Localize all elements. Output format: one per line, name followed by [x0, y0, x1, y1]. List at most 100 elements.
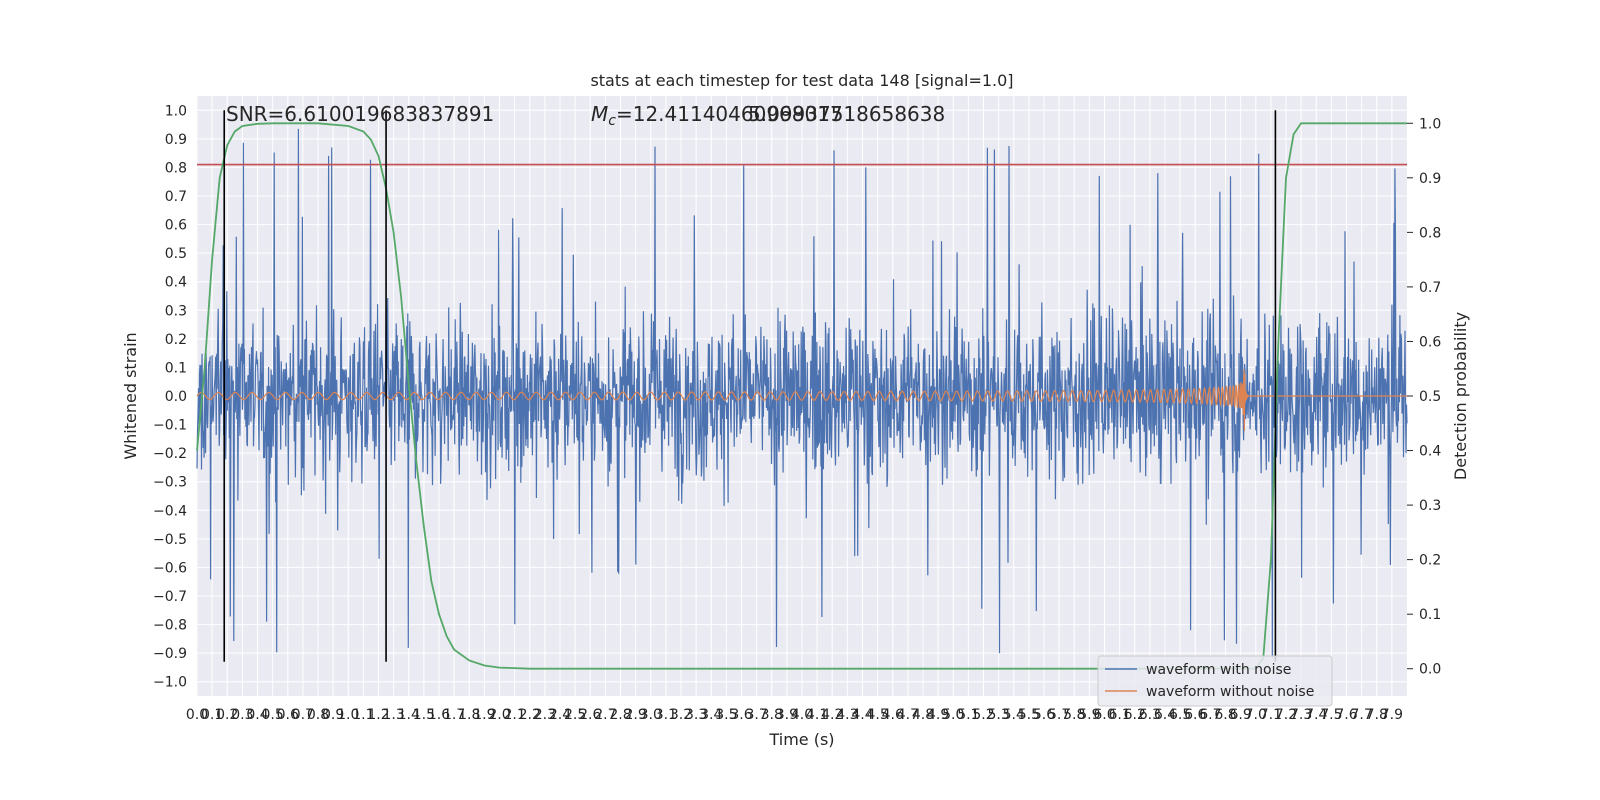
x-tick-label: 4.0: [791, 707, 813, 723]
x-tick-label: 3.3: [685, 707, 707, 723]
x-tick-label: 7.1: [1260, 707, 1282, 723]
y-tick-label-left: −0.8: [153, 618, 187, 634]
x-tick-label: 7.8: [1366, 707, 1388, 723]
y-tick-label-left: −0.4: [153, 503, 187, 519]
x-tick-label: 2.6: [579, 707, 601, 723]
y-axis-label-left: Whitened strain: [121, 332, 140, 459]
data-layer: [196, 110, 1408, 670]
overlap-annotation: 5.09937518658638: [748, 102, 945, 126]
x-tick-label: 1.7: [443, 707, 465, 723]
x-tick-label: 0.6: [277, 707, 299, 723]
x-tick-label: 3.9: [776, 707, 798, 723]
y-tick-label-right: 0.1: [1419, 607, 1441, 623]
y-tick-label-left: −0.9: [153, 646, 187, 662]
x-tick-label: 6.0: [1093, 707, 1115, 723]
chirp-mass-annotation: Mc=12.41140460968017: [591, 102, 843, 129]
x-tick-label: 2.1: [503, 707, 525, 723]
x-tick-label: 7.7: [1350, 707, 1372, 723]
x-tick-label: 7.3: [1290, 707, 1312, 723]
x-tick-label: 5.7: [1048, 707, 1070, 723]
chirp-mass-symbol: M: [591, 102, 608, 126]
y-tick-label-left: 0.3: [165, 303, 187, 319]
x-tick-label: 2.2: [519, 707, 541, 723]
x-tick-label: 3.4: [700, 707, 722, 723]
y-tick-label-right: 0.2: [1419, 553, 1441, 569]
x-tick-label: 6.2: [1124, 707, 1146, 723]
ticks: 0.00.10.20.30.40.50.60.70.80.91.01.11.21…: [153, 103, 1441, 723]
y-tick-label-left: −0.1: [153, 418, 187, 434]
x-tick-label: 7.6: [1335, 707, 1357, 723]
x-tick-label: 1.0: [337, 707, 359, 723]
x-tick-label: 2.7: [594, 707, 616, 723]
y-tick-label-left: 0.2: [165, 332, 187, 348]
legend-box: [1097, 655, 1333, 707]
x-tick-label: 4.6: [882, 707, 904, 723]
x-tick-label: 0.8: [307, 707, 329, 723]
x-tick-label: 1.9: [473, 707, 495, 723]
x-tick-label: 5.9: [1078, 707, 1100, 723]
x-tick-label: 2.8: [609, 707, 631, 723]
x-tick-label: 4.1: [806, 707, 828, 723]
x-tick-label: 6.8: [1214, 707, 1236, 723]
y-tick-label-right: 0.3: [1419, 498, 1441, 514]
x-tick-label: 6.9: [1229, 707, 1251, 723]
x-tick-label: 5.1: [957, 707, 979, 723]
y-tick-label-right: 0.5: [1419, 389, 1441, 405]
x-tick-label: 2.0: [488, 707, 510, 723]
x-tick-label: 7.9: [1381, 707, 1403, 723]
chirp-mass-subscript: c: [608, 113, 616, 129]
y-tick-label-left: −0.3: [153, 475, 187, 491]
x-tick-label: 1.6: [428, 707, 450, 723]
x-tick-label: 6.4: [1154, 707, 1176, 723]
x-axis-label: Time (s): [768, 730, 834, 749]
y-tick-label-right: 0.6: [1419, 334, 1441, 350]
y-tick-label-left: 0.5: [165, 246, 187, 262]
x-tick-label: 3.1: [655, 707, 677, 723]
x-tick-label: 5.4: [1003, 707, 1025, 723]
legend-label-noise: waveform with noise: [1146, 662, 1291, 678]
y-tick-label-left: −0.7: [153, 589, 187, 605]
x-tick-label: 3.0: [640, 707, 662, 723]
y-axis-label-right: Detection probability: [1451, 312, 1470, 480]
y-tick-label-left: −0.2: [153, 446, 187, 462]
x-tick-label: 0.3: [231, 707, 253, 723]
chirp-mass-value: =12.41140460968017: [616, 102, 843, 126]
y-tick-label-left: 0.4: [165, 275, 187, 291]
x-tick-label: 4.3: [836, 707, 858, 723]
x-tick-label: 1.2: [367, 707, 389, 723]
x-tick-label: 5.3: [987, 707, 1009, 723]
y-tick-label-left: −0.6: [153, 560, 187, 576]
y-tick-label-left: 0.9: [165, 132, 187, 148]
x-tick-label: 6.1: [1108, 707, 1130, 723]
x-tick-label: 0.7: [292, 707, 314, 723]
x-tick-label: 3.8: [761, 707, 783, 723]
y-tick-label-right: 1.0: [1419, 116, 1441, 132]
x-tick-label: 3.6: [730, 707, 752, 723]
y-tick-label-right: 0.7: [1419, 280, 1441, 296]
x-tick-label: 7.5: [1320, 707, 1342, 723]
x-tick-label: 5.0: [942, 707, 964, 723]
x-tick-label: 5.6: [1033, 707, 1055, 723]
x-tick-label: 1.1: [352, 707, 374, 723]
x-tick-label: 5.5: [1018, 707, 1040, 723]
x-tick-label: 7.0: [1245, 707, 1267, 723]
x-tick-label: 4.7: [897, 707, 919, 723]
y-tick-label-right: 0.9: [1419, 171, 1441, 187]
x-tick-label: 2.5: [564, 707, 586, 723]
x-tick-label: 4.5: [866, 707, 888, 723]
x-tick-label: 1.5: [413, 707, 435, 723]
x-tick-label: 6.5: [1169, 707, 1191, 723]
y-tick-label-left: 0.7: [165, 189, 187, 205]
x-tick-label: 5.2: [972, 707, 994, 723]
x-tick-label: 5.8: [1063, 707, 1085, 723]
x-tick-label: 2.9: [624, 707, 646, 723]
chart-title: stats at each timestep for test data 148…: [590, 71, 1013, 90]
x-tick-label: 2.3: [534, 707, 556, 723]
y-tick-label-left: 1.0: [165, 103, 187, 119]
x-tick-label: 3.5: [715, 707, 737, 723]
x-tick-label: 0.5: [261, 707, 283, 723]
x-tick-label: 7.4: [1305, 707, 1327, 723]
y-tick-label-right: 0.8: [1419, 225, 1441, 241]
x-tick-label: 1.8: [458, 707, 480, 723]
